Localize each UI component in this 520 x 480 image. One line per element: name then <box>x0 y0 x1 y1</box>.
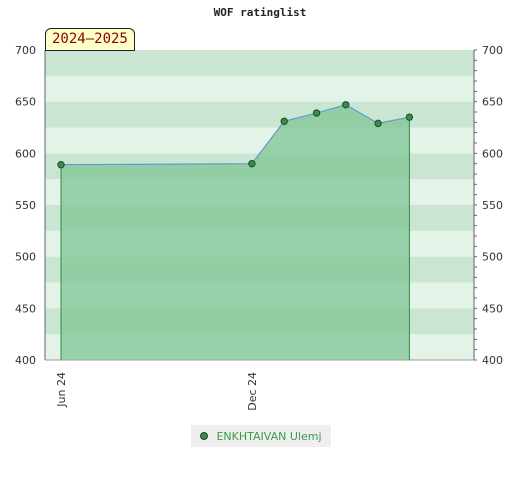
series-area <box>61 104 410 361</box>
y-tick-label-left: 400 <box>15 354 36 367</box>
y-tick-label-right: 550 <box>482 199 503 212</box>
legend-marker-icon <box>200 432 209 440</box>
x-tick-label: Dec 24 <box>246 372 259 411</box>
data-point <box>248 159 256 168</box>
grid-band <box>45 50 474 76</box>
y-tick-label-right: 450 <box>482 302 503 315</box>
data-point <box>405 113 414 121</box>
y-tick-label-left: 550 <box>15 199 36 212</box>
y-tick-label-left: 700 <box>15 44 36 57</box>
x-tick-label: Jun 24 <box>55 372 68 408</box>
y-tick-label-right: 650 <box>482 96 503 109</box>
y-tick-label-right: 400 <box>482 354 503 367</box>
data-point <box>342 101 350 109</box>
y-tick-label-left: 500 <box>15 251 36 264</box>
y-tick-label-left: 450 <box>15 302 36 315</box>
y-tick-label-left: 650 <box>15 96 36 109</box>
data-point <box>57 161 65 169</box>
data-point <box>374 119 382 128</box>
legend: ENKHTAIVAN Ulemj <box>191 425 331 447</box>
y-tick-label-right: 600 <box>482 147 503 160</box>
legend-label: ENKHTAIVAN Ulemj <box>216 429 322 443</box>
season-badge: 2024–2025 <box>45 28 135 51</box>
y-tick-label-right: 500 <box>482 251 503 264</box>
grid-band <box>45 75 474 102</box>
y-tick-label-left: 600 <box>15 147 36 160</box>
data-point <box>280 117 288 126</box>
data-point <box>312 109 321 117</box>
y-tick-label-right: 700 <box>482 44 503 57</box>
chart-title: WOF ratinglist <box>213 6 307 19</box>
